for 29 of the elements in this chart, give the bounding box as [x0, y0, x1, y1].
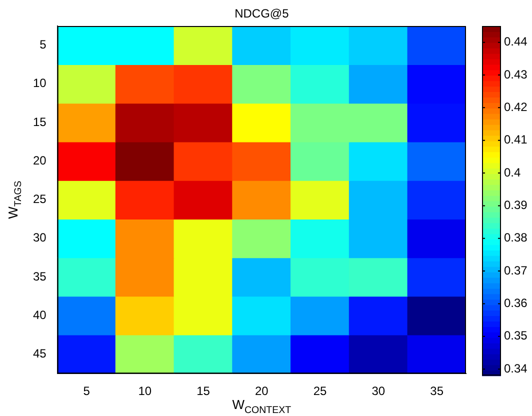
y-tick-label: 25: [32, 192, 47, 206]
chart-title: NDCG@5: [234, 6, 290, 20]
color-bar-label: 0.35: [504, 328, 528, 343]
y-tick-label: 40: [32, 308, 47, 322]
color-bar-label: 0.36: [504, 296, 528, 310]
x-tick-label: 20: [254, 384, 269, 398]
color-bar-label: 0.37: [504, 263, 528, 278]
color-bar-label: 0.4: [504, 165, 522, 180]
color-bar-label: 0.43: [504, 67, 528, 82]
color-bar-label: 0.34: [504, 361, 528, 376]
y-axis-title: WTAGS: [6, 180, 24, 219]
y-tick-label: 30: [32, 230, 47, 245]
x-tick-label: 35: [430, 384, 444, 398]
y-tick-label: 35: [32, 269, 47, 284]
color-bar-label: 0.39: [504, 198, 528, 212]
color-bar-label: 0.41: [504, 132, 528, 147]
x-tick-label: 15: [196, 384, 210, 398]
x-tick-label: 5: [83, 384, 90, 398]
color-bar-label: 0.42: [504, 100, 528, 114]
x-tick-label: 30: [372, 384, 386, 398]
y-tick-label: 5: [40, 38, 47, 52]
y-tick-label: 45: [32, 346, 47, 361]
x-tick-label: 10: [138, 384, 152, 398]
x-tick-label: 25: [313, 384, 328, 398]
y-tick-label: 10: [32, 76, 47, 90]
color-bar-label: 0.38: [504, 230, 528, 245]
color-bar-label: 0.44: [504, 34, 528, 49]
y-tick-label: 20: [32, 153, 47, 168]
y-tick-label: 15: [32, 114, 47, 129]
